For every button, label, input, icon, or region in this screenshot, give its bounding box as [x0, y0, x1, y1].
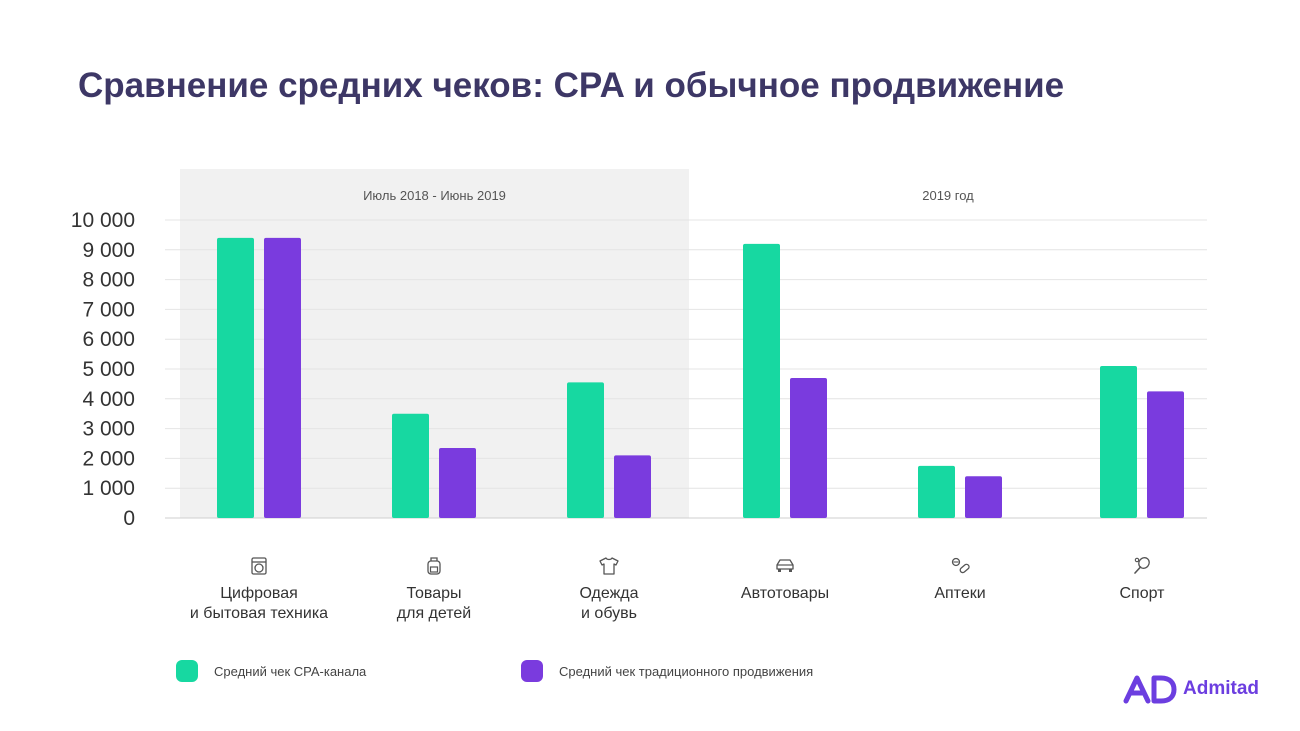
bar-traditional	[439, 447, 476, 518]
bar-traditional	[1147, 391, 1184, 518]
bar-traditional	[965, 476, 1002, 518]
period-background	[180, 169, 689, 518]
period-label: 2019 год	[922, 188, 974, 203]
pills-icon	[951, 557, 970, 574]
bar-cpa	[392, 413, 429, 518]
legend-label-traditional: Средний чек традиционного продвижения	[559, 663, 814, 679]
y-tick-label: 1 000	[82, 477, 135, 500]
bar-traditional	[264, 237, 301, 518]
y-tick-label: 9 000	[82, 239, 135, 262]
legend-item-traditional: Средний чек традиционного продвижения	[521, 660, 813, 682]
y-tick-label: 4 000	[82, 388, 135, 411]
bar-traditional	[790, 377, 827, 518]
backpack-icon	[427, 557, 441, 575]
y-tick-label: 8 000	[82, 269, 135, 292]
admitad-logo-icon	[1123, 675, 1177, 704]
y-tick-label: 2 000	[82, 447, 135, 470]
bar-cpa	[567, 382, 604, 518]
washing-machine-icon	[251, 557, 267, 575]
category-label: Товары	[406, 585, 461, 602]
car-icon	[776, 559, 794, 572]
legend-label-cpa: Средний чек CPA-канала	[214, 663, 367, 679]
bar-cpa	[217, 237, 254, 518]
legend-swatch-traditional	[521, 660, 543, 682]
bar-cpa	[918, 465, 955, 518]
y-tick-label: 6 000	[82, 328, 135, 351]
period-label: Июль 2018 - Июнь 2019	[363, 188, 506, 203]
category-label: и бытовая техника	[190, 605, 328, 622]
y-tick-label: 10 000	[71, 209, 135, 232]
bar-cpa	[743, 243, 780, 518]
bar-cpa	[1100, 366, 1137, 518]
tshirt-icon	[599, 557, 619, 575]
y-tick-label: 5 000	[82, 358, 135, 381]
chart-title: Сравнение средних чеков: CPA и обычное п…	[78, 66, 1065, 105]
y-tick-label: 7 000	[82, 298, 135, 321]
legend-swatch-cpa	[176, 660, 198, 682]
category-label: Спорт	[1120, 585, 1166, 602]
racket-icon	[1134, 557, 1150, 574]
category-label: Цифровая	[220, 585, 298, 602]
category-label: Аптеки	[934, 585, 985, 602]
brand-name: Admitad	[1183, 678, 1259, 699]
y-tick-label: 3 000	[82, 418, 135, 441]
y-tick-label: 0	[123, 507, 135, 530]
category-label: Одежда	[579, 585, 638, 602]
category-label: и обувь	[581, 605, 637, 622]
legend-item-cpa: Средний чек CPA-канала	[176, 660, 366, 682]
bar-traditional	[614, 455, 651, 518]
category-label: для детей	[397, 605, 471, 622]
category-label: Автотовары	[741, 585, 829, 602]
admitad-logo: Admitad	[1123, 674, 1259, 704]
